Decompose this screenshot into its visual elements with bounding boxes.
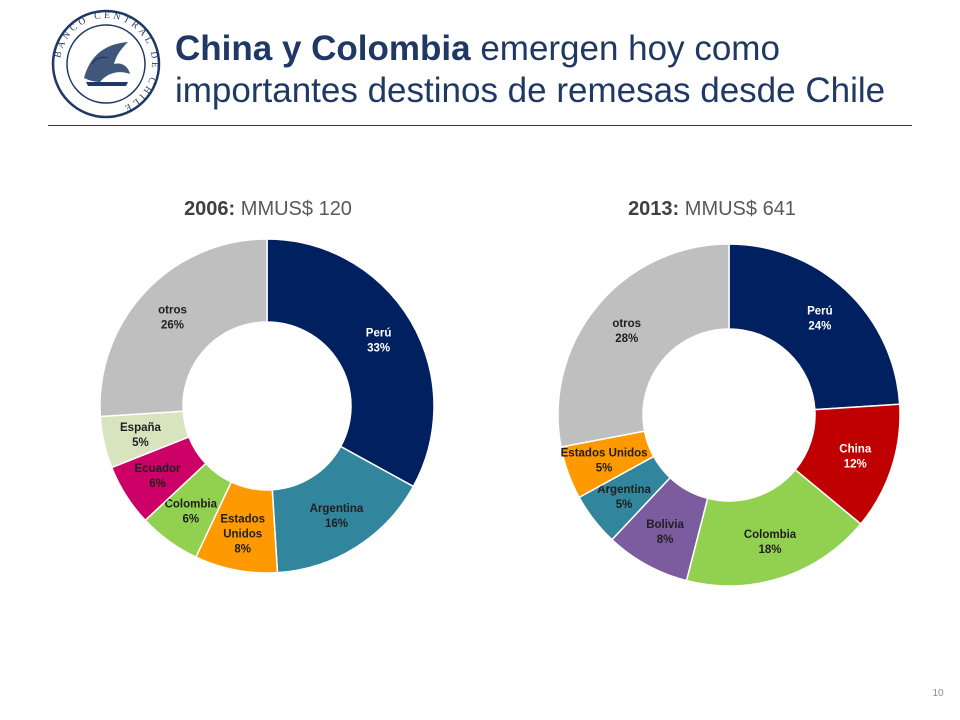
chart-2006-heading: 2006: MMUS$ 120 <box>118 198 418 221</box>
title-divider <box>48 125 912 126</box>
donut-2013-category-label: Bolivia <box>646 519 684 531</box>
donut-2013-category-label: Argentina <box>597 484 651 496</box>
donut-2013-slice-peru <box>728 243 901 411</box>
donut-2006-percent-label: 5% <box>132 437 149 449</box>
donut-2013-percent-label: 18% <box>759 544 782 556</box>
chart-2006-amount: MMUS$ 120 <box>240 198 352 220</box>
donut-2013-category-label: otros <box>612 318 641 330</box>
donut-2006-category-label: Ecuador <box>135 463 182 475</box>
donut-2006-percent-label: 26% <box>161 320 184 332</box>
banco-central-seal-logo: BANCO CENTRAL DE CHILE <box>51 9 161 119</box>
donut-2013-percent-label: 28% <box>615 333 638 345</box>
donut-2013-category-label: Perú <box>807 306 833 318</box>
donut-2006-category-label: otros <box>158 305 187 317</box>
title-line2: importantes destinos de remesas desde Ch… <box>175 71 886 110</box>
donut-2013-category-label: Estados Unidos <box>561 447 648 459</box>
donut-2013-category-label: Colombia <box>744 529 797 541</box>
donut-2013-percent-label: 12% <box>844 459 867 471</box>
donut-2006-category-label: Estados <box>220 513 265 525</box>
chart-2006-year: 2006: <box>184 198 236 220</box>
donut-2013-slice-otros <box>557 243 730 448</box>
donut-2006-slice-otros <box>99 238 268 418</box>
donut-2006-percent-label: 16% <box>325 518 348 530</box>
donut-2006-category-label: Colombia <box>165 498 218 510</box>
donut-2013-percent-label: 5% <box>616 499 633 511</box>
donut-2006-category-label: España <box>120 422 162 434</box>
title-rest-line1: emergen hoy como <box>470 29 780 68</box>
chart-2013-heading: 2013: MMUS$ 641 <box>562 198 862 221</box>
title-bold: China y Colombia <box>175 29 471 68</box>
donut-2006-category-label: Unidos <box>223 528 262 540</box>
donut-2006-slice-peru <box>266 238 435 488</box>
chart-2013-amount: MMUS$ 641 <box>684 198 796 220</box>
donut-2006-category-label: Argentina <box>310 503 364 515</box>
donut-2013-slice-colombia <box>685 468 862 587</box>
donut-2006-percent-label: 8% <box>234 543 251 555</box>
page-title: China y Colombia emergen hoy como import… <box>175 28 955 112</box>
donut-2013-percent-label: 5% <box>596 462 613 474</box>
donut-2006-percent-label: 6% <box>149 478 166 490</box>
chart-2013-year: 2013: <box>628 198 680 220</box>
donut-2006-category-label: Perú <box>366 328 392 340</box>
donut-2013-category-label: China <box>839 444 872 456</box>
page-number: 10 <box>932 688 944 699</box>
donut-2013-percent-label: 24% <box>808 321 831 333</box>
donut-2006-percent-label: 6% <box>182 513 199 525</box>
donut-2006-percent-label: 33% <box>367 343 390 355</box>
donut-2013-percent-label: 8% <box>657 534 674 546</box>
